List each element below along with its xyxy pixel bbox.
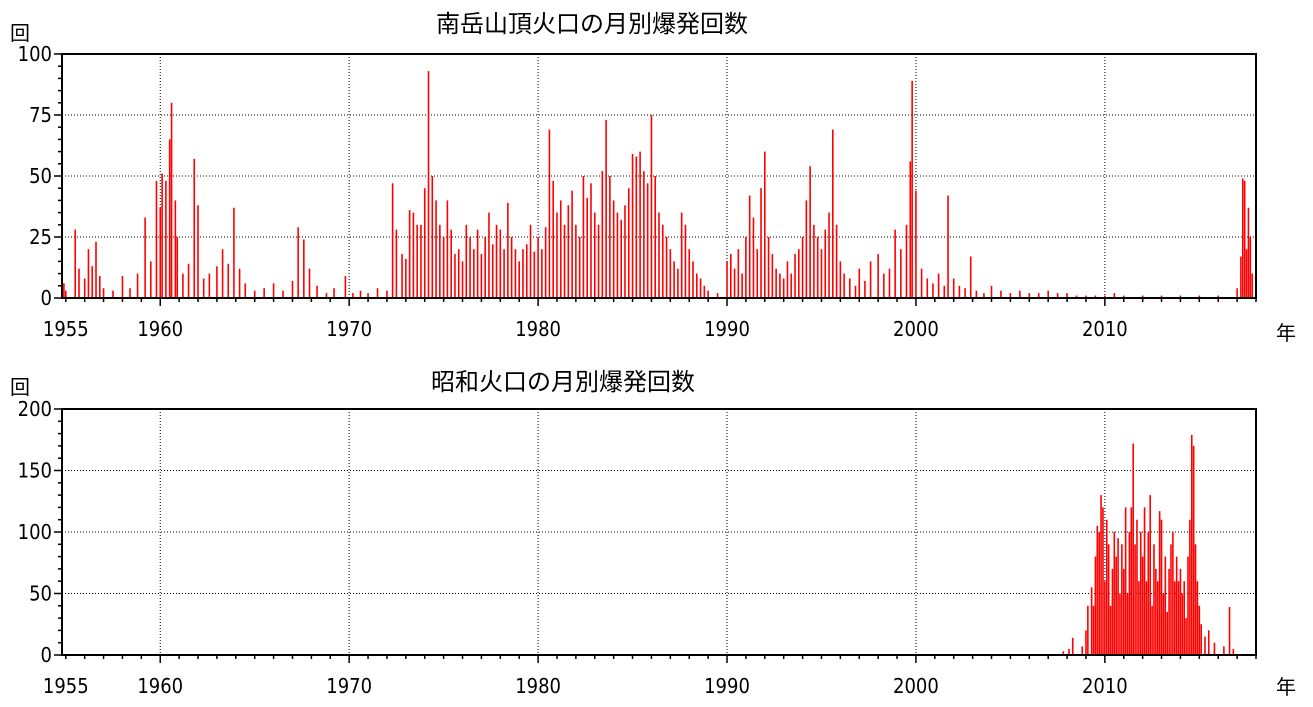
x-tick-label: 1970 [326,317,372,341]
y-tick-label: 50 [29,164,52,188]
chart-minamidake: 南岳山頂火口の月別爆発回数 回 年 0 25 50 75 100 1955 1960 197… [10,10,1296,345]
y-tick-label: 100 [18,520,52,544]
x-tick-label: 1980 [515,674,561,698]
y-axis-unit: 回 [10,21,30,45]
x-tick-label: 1980 [515,317,561,341]
x-axis-unit: 年 [1276,675,1296,699]
x-tick-label: 2000 [893,317,939,341]
x-axis: 1955 1960 1970 1980 1990 2000 2010 [43,655,1257,698]
x-tick-label: 2010 [1082,674,1128,698]
y-tick-label: 0 [41,286,52,310]
x-tick-label: 1955 [43,317,89,341]
y-tick-label: 50 [29,582,52,606]
x-axis-unit: 年 [1276,321,1296,345]
chart-showa: 昭和火口の月別爆発回数 回 年 0 50 100 150 200 1955 1960 197… [10,368,1296,699]
y-tick-label: 25 [29,225,52,249]
y-tick-label: 75 [29,103,52,127]
bars [1062,434,1235,655]
bars [63,71,1254,298]
y-axis: 0 25 50 75 100 [18,42,62,310]
x-tick-label: 1960 [137,317,183,341]
grid [62,409,1256,655]
x-tick-label: 1955 [43,674,89,698]
y-tick-label: 0 [41,643,52,667]
y-tick-label: 100 [18,42,52,66]
x-tick-label: 1990 [704,674,750,698]
chart-title: 南岳山頂火口の月別爆発回数 [436,10,748,38]
chart-title: 昭和火口の月別爆発回数 [431,368,695,396]
y-tick-label: 200 [18,397,52,421]
x-tick-label: 1960 [137,674,183,698]
y-tick-label: 150 [18,459,52,483]
y-axis-unit: 回 [10,375,30,399]
x-tick-label: 1990 [704,317,750,341]
x-tick-label: 1970 [326,674,372,698]
x-tick-label: 2010 [1082,317,1128,341]
x-tick-label: 2000 [893,674,939,698]
x-axis: 1955 1960 1970 1980 1990 2000 2010 [43,298,1257,341]
y-axis: 0 50 100 150 200 [18,397,62,667]
